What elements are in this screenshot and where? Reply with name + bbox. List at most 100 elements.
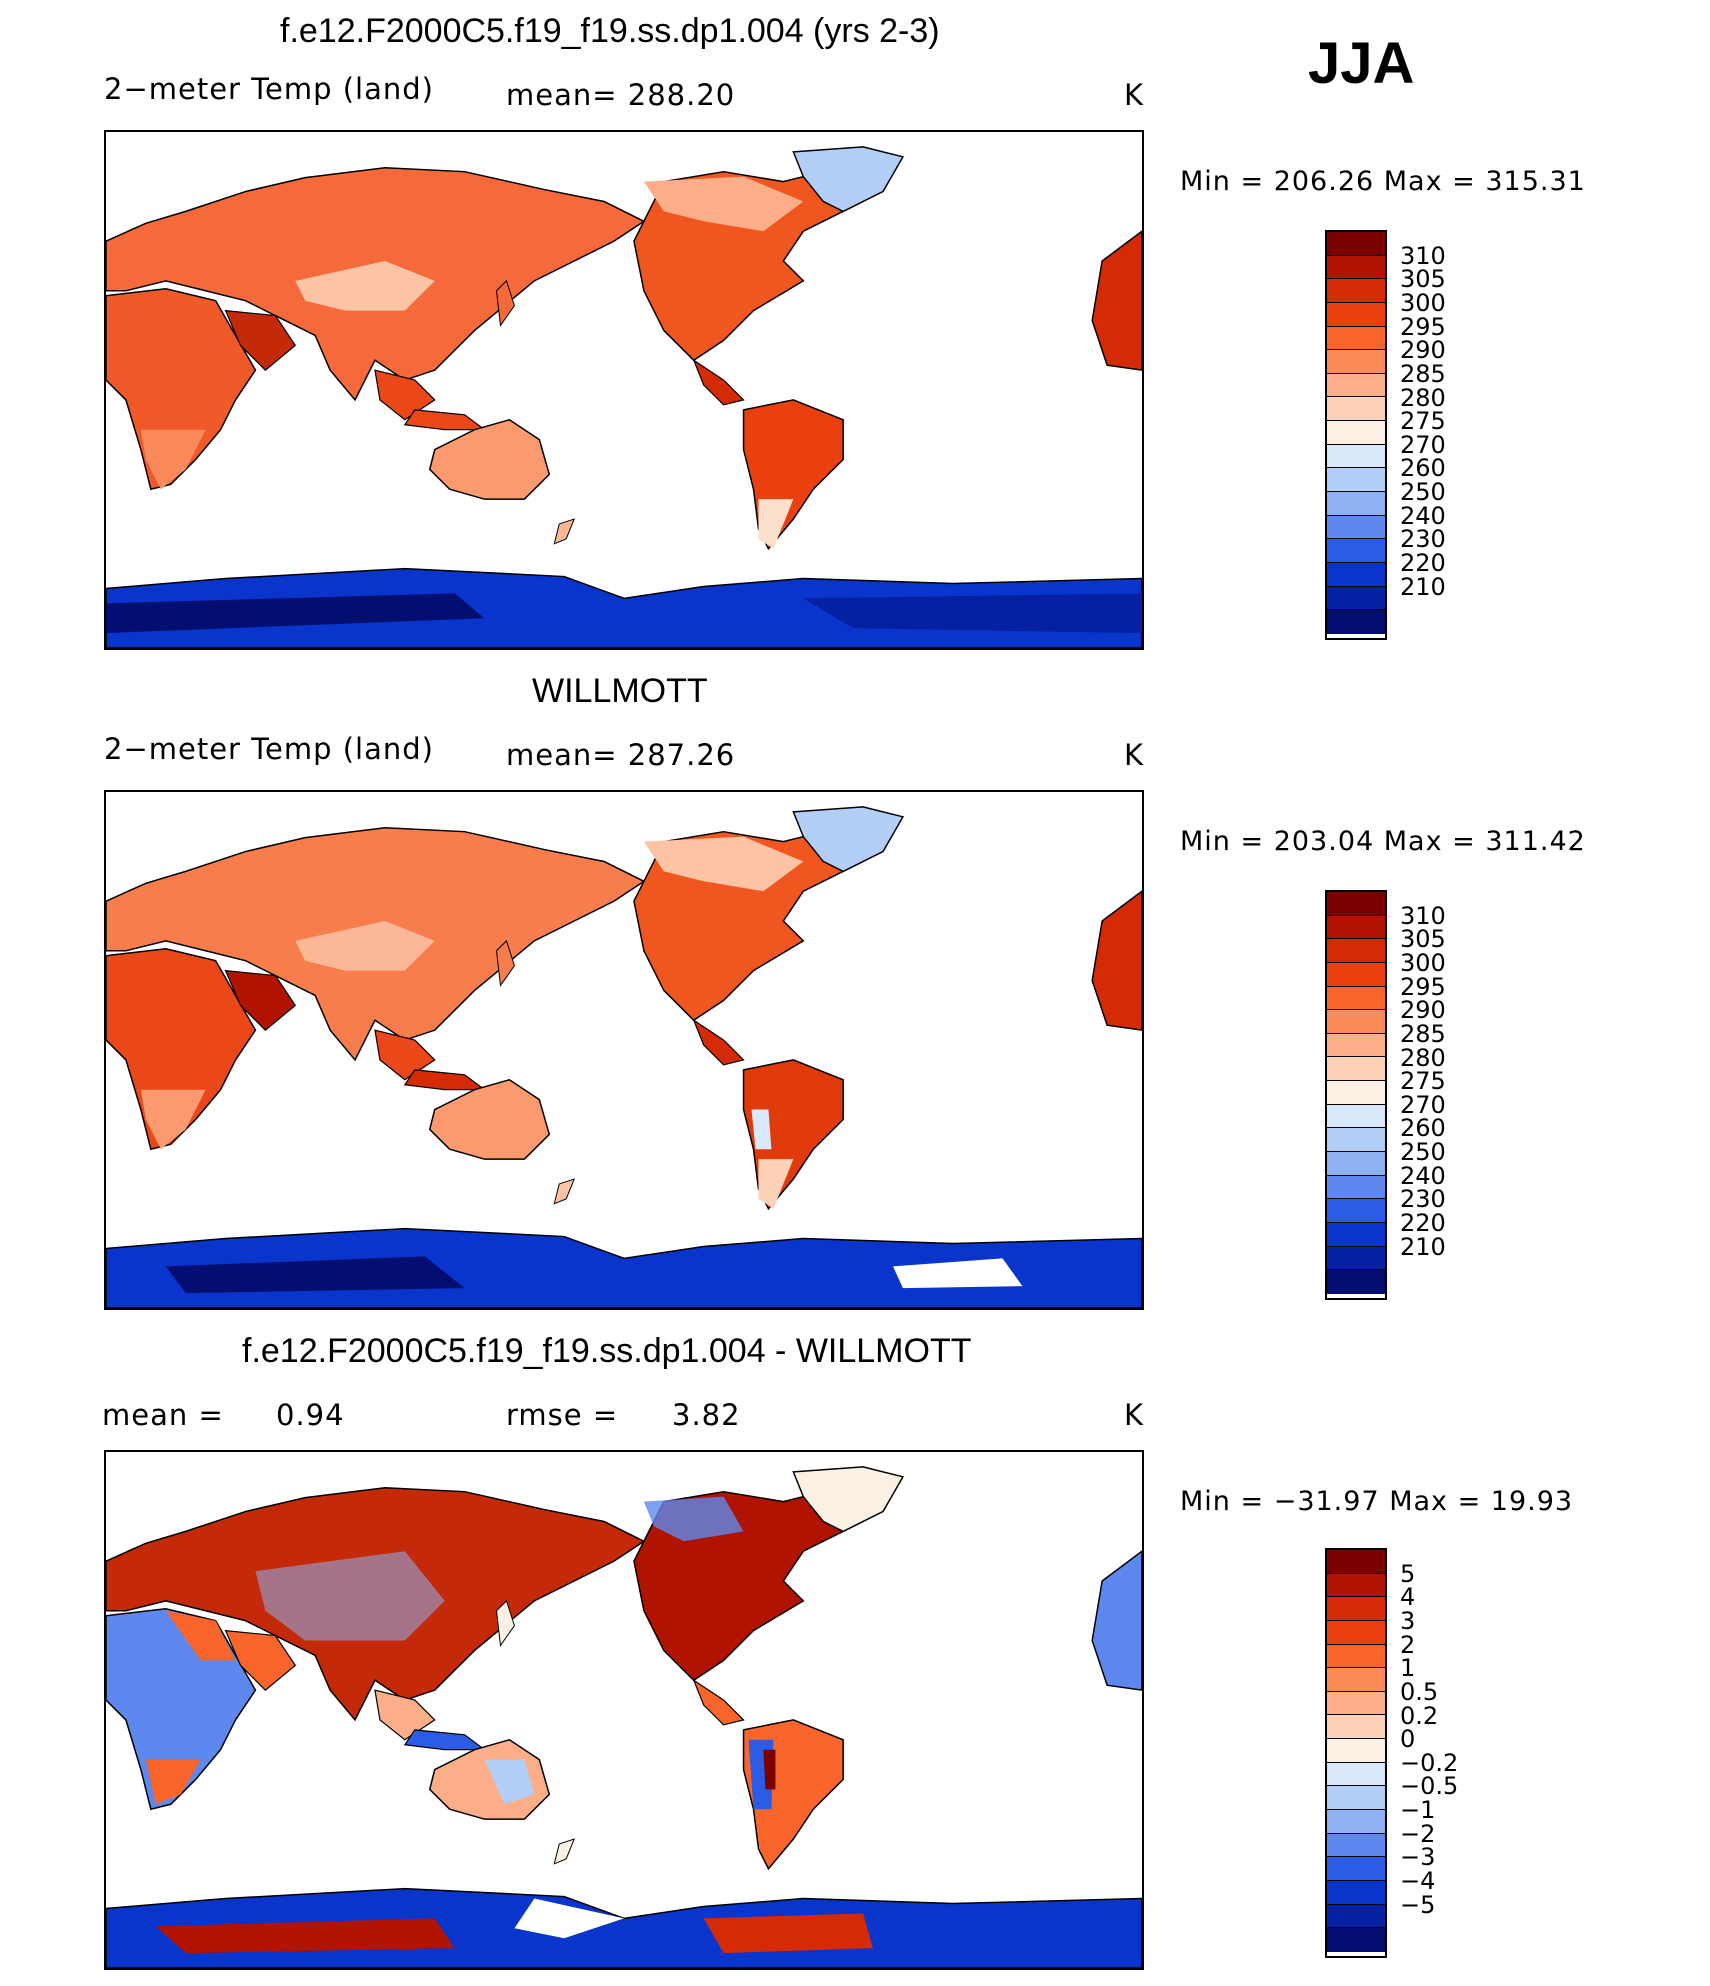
colorbar-label: 240: [1400, 1161, 1446, 1190]
colorbar-label: 4: [1400, 1583, 1416, 1612]
colorbar-label: −2: [1400, 1819, 1436, 1848]
colorbar-swatch: [1327, 986, 1385, 1011]
panel-1-mean: mean= 288.20: [506, 78, 736, 112]
colorbar-swatch: [1327, 492, 1385, 516]
panel-3-colorbar: [1325, 1548, 1387, 1958]
colorbar-swatch: [1327, 468, 1385, 493]
colorbar-label: 230: [1400, 525, 1446, 554]
canada-cool: [643, 836, 804, 892]
greenland: [792, 806, 905, 873]
panel-1-map-svg: [106, 146, 1142, 648]
colorbar-label: 220: [1400, 1209, 1446, 1238]
colorbar-label: 285: [1400, 1019, 1446, 1048]
panel-3-range: Min = −31.97 Max = 19.93: [1180, 1486, 1574, 1517]
australia-cool: [484, 1759, 535, 1805]
panel-2-variable: 2−meter Temp (land): [104, 732, 434, 766]
colorbar-label: 275: [1400, 407, 1446, 436]
colorbar-swatch: [1327, 255, 1385, 280]
colorbar-label: 250: [1400, 478, 1446, 507]
colorbar-label: 220: [1400, 549, 1446, 578]
south-africa-warm: [145, 1759, 201, 1805]
colorbar-label: 1: [1400, 1654, 1416, 1683]
andes-cool: [751, 1109, 772, 1150]
panel-3-title: f.e12.F2000C5.f19_f19.ss.dp1.004 - WILLM…: [242, 1332, 972, 1370]
colorbar-label: −1: [1400, 1796, 1436, 1825]
colorbar-label: 230: [1400, 1185, 1446, 1214]
colorbar-label: −5: [1400, 1890, 1436, 1919]
indonesia: [403, 1729, 487, 1751]
colorbar-label: −3: [1400, 1843, 1436, 1872]
panel-1-antarctica: [106, 567, 1142, 648]
greenland: [792, 146, 905, 213]
panel-1-range: Min = 206.26 Max = 315.31: [1180, 166, 1586, 197]
colorbar-label: 260: [1400, 1114, 1446, 1143]
colorbar-swatch: [1327, 1691, 1385, 1716]
australia: [428, 418, 551, 500]
colorbar-swatch: [1327, 1057, 1385, 1082]
colorbar-label: 310: [1400, 901, 1446, 930]
panel-3-units: K: [1124, 1398, 1145, 1432]
central-america: [692, 358, 745, 406]
panel-3-map: [104, 1450, 1144, 1970]
colorbar-swatch: [1327, 1880, 1385, 1905]
colorbar-swatch: [1327, 1810, 1385, 1834]
panel-3-antarctica: [106, 1887, 1142, 1968]
colorbar-swatch: [1327, 1175, 1385, 1200]
colorbar-swatch: [1327, 326, 1385, 351]
colorbar-swatch: [1327, 1081, 1385, 1105]
arabia: [224, 1629, 297, 1691]
panel-2-units: K: [1124, 738, 1145, 772]
new-zealand: [553, 1178, 576, 1205]
colorbar-label: 210: [1400, 572, 1446, 601]
colorbar-swatch: [1327, 279, 1385, 303]
panel-2-mean: mean= 287.26: [506, 738, 736, 772]
alaska-mixed: [643, 1496, 744, 1542]
panel-1-units: K: [1124, 78, 1145, 112]
panel-2-title: WILLMOTT: [532, 672, 708, 710]
colorbar-swatch: [1327, 1152, 1385, 1176]
panel-1-colorbar: [1325, 230, 1387, 640]
panel-2-map: [104, 790, 1144, 1310]
colorbar-swatch: [1327, 962, 1385, 987]
central-asia-mixed: [255, 1551, 445, 1641]
colorbar-label: 210: [1400, 1232, 1446, 1261]
colorbar-swatch: [1327, 373, 1385, 398]
colorbar-swatch: [1327, 1833, 1385, 1858]
panel-2-antarctica: [106, 1227, 1142, 1308]
colorbar-swatch: [1327, 1762, 1385, 1787]
colorbar-label: 295: [1400, 972, 1446, 1001]
colorbar-swatch: [1327, 1128, 1385, 1153]
colorbar-label: 270: [1400, 1090, 1446, 1119]
panel-2-colorbar: [1325, 890, 1387, 1300]
south-africa-cool: [140, 429, 206, 490]
colorbar-label: 285: [1400, 359, 1446, 388]
season-label: JJA: [1308, 31, 1415, 96]
central-america: [692, 1678, 745, 1726]
colorbar-label: −0.5: [1400, 1772, 1459, 1801]
patagonia: [758, 1159, 794, 1209]
colorbar-label: 260: [1400, 454, 1446, 483]
greenland: [792, 1466, 905, 1533]
colorbar-label: 300: [1400, 948, 1446, 977]
panel-1-title: f.e12.F2000C5.f19_f19.ss.dp1.004 (yrs 2-…: [280, 12, 940, 50]
colorbar-label: −0.2: [1400, 1748, 1459, 1777]
colorbar-swatch: [1327, 1199, 1385, 1223]
tibet-plateau: [295, 261, 435, 311]
panel-2-land: [106, 806, 1142, 1211]
colorbar-label: 0.2: [1400, 1701, 1439, 1730]
colorbar-swatch: [1327, 586, 1385, 611]
west-africa-edge: [1091, 230, 1142, 371]
colorbar-swatch: [1327, 1573, 1385, 1598]
colorbar-swatch: [1327, 1644, 1385, 1669]
colorbar-label: 270: [1400, 430, 1446, 459]
colorbar-swatch: [1327, 1597, 1385, 1621]
patagonia: [758, 499, 794, 549]
colorbar-label: 3: [1400, 1606, 1416, 1635]
panel-1-land: [106, 146, 1142, 551]
central-america: [692, 1018, 745, 1066]
colorbar-label: 0.5: [1400, 1677, 1439, 1706]
colorbar-swatch: [1327, 1620, 1385, 1645]
colorbar-swatch: [1327, 539, 1385, 563]
arabia: [224, 309, 297, 371]
colorbar-swatch: [1327, 515, 1385, 540]
